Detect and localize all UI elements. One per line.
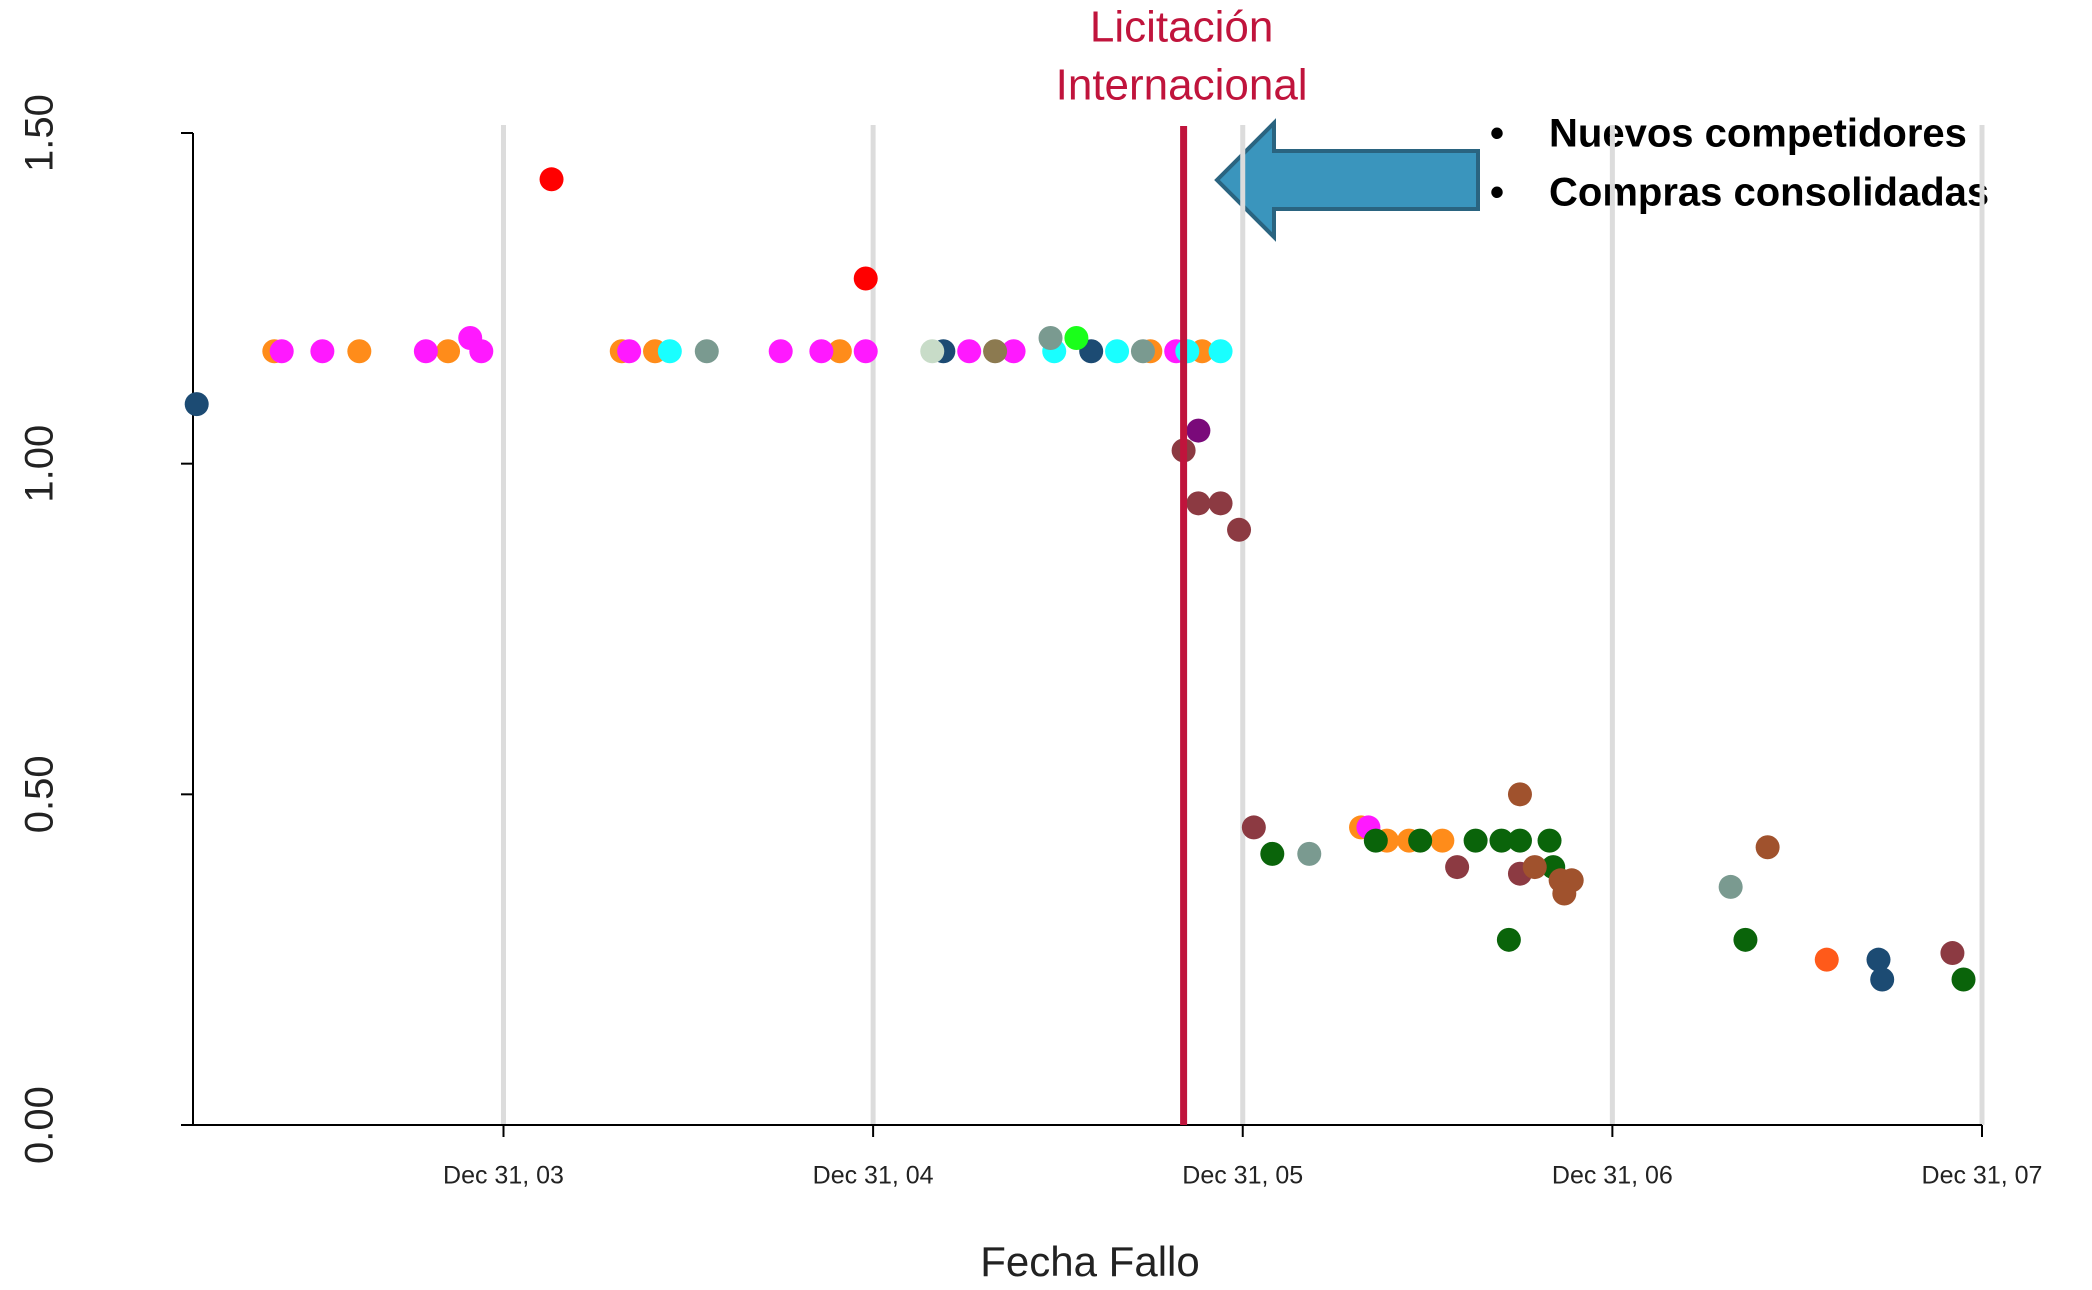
point [1866, 947, 1891, 972]
point [1940, 941, 1965, 966]
point [1363, 828, 1388, 853]
x-tick-label: Dec 31, 06 [1552, 1162, 1673, 1190]
x-tick-label: Dec 31, 07 [1922, 1162, 2043, 1190]
annotation-label: Licitación [1090, 3, 1273, 52]
point [853, 339, 878, 364]
point [184, 392, 209, 417]
point [1951, 967, 1976, 992]
point [1208, 339, 1233, 364]
point [1496, 927, 1521, 952]
point [1186, 491, 1211, 516]
point [1430, 828, 1455, 853]
point [920, 339, 945, 364]
point [1241, 815, 1266, 840]
point [1297, 841, 1322, 866]
point [1064, 326, 1089, 351]
x-tick-label: Dec 31, 04 [813, 1162, 934, 1190]
point [1175, 339, 1200, 364]
point [1186, 418, 1211, 443]
point [539, 167, 564, 192]
point [768, 339, 793, 364]
x-tick-label: Dec 31, 03 [443, 1162, 564, 1190]
y-tick-label: 1.00 [18, 425, 62, 503]
annotation-label: Internacional [1056, 61, 1308, 110]
point [1755, 835, 1780, 860]
y-tick-label: 0.50 [18, 755, 62, 833]
point [657, 339, 682, 364]
point [469, 339, 494, 364]
note: Nuevos competidores [1549, 112, 1967, 156]
y-tick-label: 1.50 [18, 94, 62, 172]
point [1260, 841, 1285, 866]
point [853, 266, 878, 291]
point [1537, 828, 1562, 853]
point [809, 339, 834, 364]
point [269, 339, 294, 364]
point [413, 339, 438, 364]
note: Compras consolidadas [1549, 171, 1989, 215]
point [1001, 339, 1026, 364]
x-axis-label: Fecha Fallo [980, 1238, 1199, 1285]
point [1463, 828, 1488, 853]
point [436, 339, 461, 364]
point [694, 339, 719, 364]
point [983, 339, 1008, 364]
point [1105, 339, 1130, 364]
point [617, 339, 642, 364]
bullet: • [1490, 112, 1504, 156]
point [827, 339, 852, 364]
point [1489, 828, 1514, 853]
point [1507, 782, 1532, 807]
point [1208, 491, 1233, 516]
point [1552, 881, 1577, 906]
x-tick-label: Dec 31, 05 [1182, 1162, 1303, 1190]
point [1522, 855, 1547, 880]
point [1445, 855, 1470, 880]
bullet: • [1490, 171, 1504, 215]
point [347, 339, 372, 364]
point [1733, 927, 1758, 952]
arrow [1214, 118, 1480, 242]
point [1130, 339, 1155, 364]
point [1814, 947, 1839, 972]
point [310, 339, 335, 364]
point [1408, 828, 1433, 853]
y-tick-label: 0.00 [18, 1086, 62, 1164]
point [1870, 967, 1895, 992]
point [1038, 326, 1063, 351]
point [957, 339, 982, 364]
point [1718, 874, 1743, 899]
point [1227, 517, 1252, 542]
point [1507, 828, 1532, 853]
